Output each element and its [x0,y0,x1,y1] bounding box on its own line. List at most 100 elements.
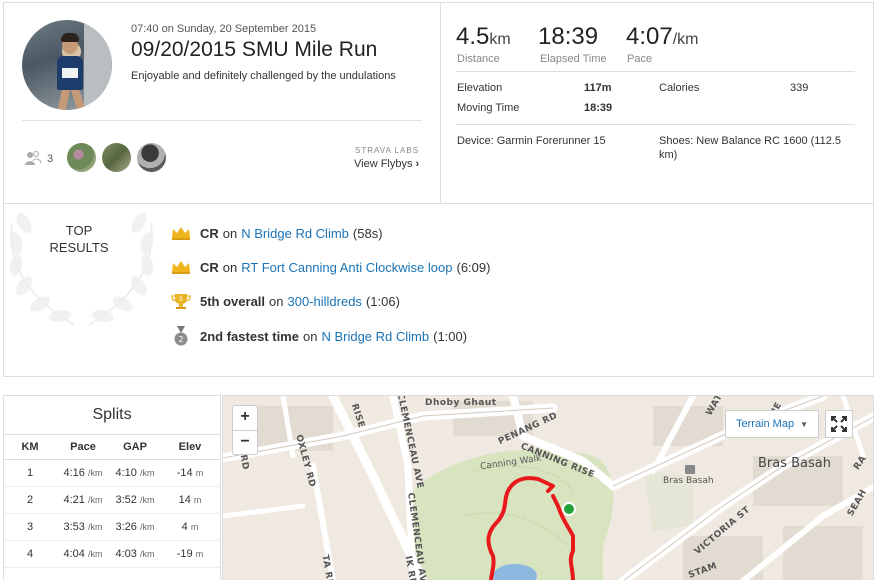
split-elev-unit: m [193,494,202,505]
top-result-item: CR on RT Fort Canning Anti Clockwise loo… [171,257,490,277]
split-km: 3 [4,513,56,541]
split-gap-unit: /km [139,521,155,532]
elapsed-time-stat: 18:39 [538,23,598,51]
panel-divider [4,203,873,204]
segment-link[interactable]: RT Fort Canning Anti Clockwise loop [241,259,453,275]
split-elev-value: -19 [176,547,193,560]
split-elev: 4 m [160,513,220,541]
top-result-item: 5 5th overall on 300-hilldreds (1:06) [171,291,400,311]
view-flybys-link[interactable]: View Flybys › [354,158,419,170]
elapsed-time-value: 18:39 [538,23,599,50]
result-title: CR [200,259,219,275]
kudos-icon[interactable] [24,150,42,166]
segment-link[interactable]: 300-hilldreds [287,293,362,309]
fullscreen-icon [831,416,847,432]
map-type-label[interactable]: Terrain Map [736,418,795,430]
zoom-out-button[interactable]: − [233,430,257,454]
split-pace: 4:04 /km [56,540,110,568]
result-on: on [269,293,284,309]
result-time: (6:09) [456,259,491,275]
fullscreen-button[interactable] [825,410,853,438]
activity-title: 09/20/2015 SMU Mile Run [131,38,378,61]
result-title: 5th overall [200,293,266,309]
split-pace-unit: /km [87,467,103,478]
activity-panel: 07:40 on Sunday, 20 September 2015 09/20… [3,2,874,377]
split-elev: -19 m [160,540,220,568]
split-pace-unit: /km [87,521,103,532]
crown-icon [172,261,190,274]
split-pace: 4:21 /km [56,486,110,514]
elevation-label: Elevation [457,82,503,94]
distance-unit: km [489,31,511,48]
split-elev-value: 4 [181,520,188,533]
elevation-value: 117m [584,82,612,94]
view-flybys-label[interactable]: View Flybys [354,158,413,170]
activity-datetime: 07:40 on Sunday, 20 September 2015 [131,23,317,35]
map-label: Dhoby Ghaut [425,398,497,408]
activity-description: Enjoyable and definitely challenged by t… [131,70,396,82]
medal-2-icon: 2 [174,326,188,346]
result-time: (58s) [352,225,383,241]
split-gap: 3:52 /km [110,486,160,514]
trophy-5-icon: 5 [171,294,191,309]
result-time: (1:00) [433,328,468,344]
distance-stat: 4.5km [456,23,511,51]
top-results-label-line2: RESULTS [49,240,109,255]
split-elev-value: 14 [178,493,191,506]
split-pace: 3:53 /km [56,513,110,541]
map-label: Bras Basah [663,476,714,486]
splits-header-pace: Pace [56,435,110,460]
map-type-dropdown[interactable]: Terrain Map ▼ [725,410,819,438]
split-km: 1 [4,459,56,487]
top-results-label: TOP RESULTS [34,222,124,256]
splits-title: Splits [92,406,132,423]
split-elev-unit: m [190,521,199,532]
split-km: 2 [4,486,56,514]
laurel-wreath-icon [9,213,154,326]
calories-value: 339 [790,82,809,94]
splits-table: KM Pace GAP Elev 1 4:16 /km 4:10 /km -14… [4,435,220,568]
split-pace-unit: /km [87,548,103,559]
athlete-avatar[interactable] [22,20,112,110]
top-result-item: 2 2nd fastest time on N Bridge Rd Climb … [171,326,467,346]
route-line [486,476,575,580]
split-gap: 4:03 /km [110,540,160,568]
result-on: on [302,328,318,344]
elapsed-time-label: Elapsed Time [540,53,607,65]
pace-value: 4:07 [626,23,673,50]
distance-label: Distance [457,53,500,65]
result-title: CR [200,225,219,241]
kudos-avatar[interactable] [102,143,131,172]
shoes-info-line1: Shoes: New Balance RC 1600 (112.5 [659,135,842,147]
map-label: Bras Basah [758,456,831,471]
map-canvas[interactable] [223,396,874,580]
top-results-label-line1: TOP [65,223,93,238]
split-gap: 3:26 /km [110,513,160,541]
moving-time-label: Moving Time [457,102,520,114]
caret-down-icon: ▼ [800,420,808,429]
split-pace-value: 4:16 [63,466,85,479]
distance-value: 4.5 [456,23,490,50]
split-gap-value: 3:26 [115,520,137,533]
route-map[interactable]: Dhoby Ghaut PENANG RD CANNING RISE Canni… [222,395,874,580]
split-elev: -14 m [160,459,220,487]
kudos-avatar[interactable] [67,143,96,172]
result-on: on [222,259,238,275]
splits-header-km: KM [4,435,56,460]
result-title: 2nd fastest time [200,328,299,344]
shoes-info-line2: km) [659,149,678,161]
calories-label: Calories [659,82,700,94]
split-gap-value: 4:03 [115,547,137,560]
svg-text:5: 5 [179,296,183,303]
zoom-in-button[interactable]: + [240,408,250,425]
crown-icon [172,227,190,240]
segment-link[interactable]: N Bridge Rd Climb [321,328,430,344]
kudos-avatar[interactable] [137,143,166,172]
pace-label: Pace [627,53,653,65]
summary-divider [22,120,422,121]
splits-header-gap: GAP [110,435,160,460]
split-gap-unit: /km [139,494,155,505]
kudos-count[interactable]: 3 [47,153,54,165]
strava-labs-label: STRAVA LABS [355,146,420,155]
segment-link[interactable]: N Bridge Rd Climb [241,225,349,241]
